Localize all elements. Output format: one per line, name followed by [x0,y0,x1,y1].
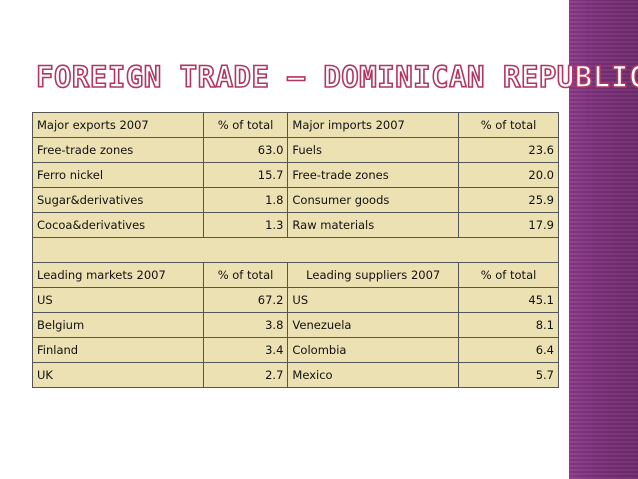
supplier-percent: 6.4 [458,337,559,363]
export-name: Cocoa&derivatives [32,212,204,238]
header-suppliers-percent: % of total [458,262,559,288]
market-name: US [32,287,204,313]
slide-title: Foreign Trade – Dominican Republic [35,59,638,95]
bullet-square [18,79,27,88]
header-leading-suppliers: Leading suppliers 2007 [287,262,460,288]
table-row: UK 2.7 Mexico 5.7 [32,362,559,388]
header-major-imports: Major imports 2007 [287,112,460,138]
import-name: Fuels [287,137,460,163]
table-header-row: Major exports 2007 % of total Major impo… [32,112,559,138]
supplier-percent: 5.7 [458,362,559,388]
header-major-exports: Major exports 2007 [32,112,204,138]
table-row: Belgium 3.8 Venezuela 8.1 [32,312,559,338]
table-row: Ferro nickel 15.7 Free-trade zones 20.0 [32,162,559,188]
side-decoration-band [569,0,638,479]
export-name: Free-trade zones [32,137,204,163]
export-percent: 15.7 [202,162,289,188]
export-percent: 1.3 [202,212,289,238]
import-name: Consumer goods [287,187,460,213]
header-exports-percent: % of total [202,112,289,138]
header-leading-markets: Leading markets 2007 [32,262,204,288]
header-markets-percent: % of total [202,262,289,288]
export-percent: 63.0 [202,137,289,163]
market-name: UK [32,362,204,388]
trade-table: Major exports 2007 % of total Major impo… [32,112,559,388]
import-name: Raw materials [287,212,460,238]
table-row: US 67.2 US 45.1 [32,287,559,313]
table-row: Cocoa&derivatives 1.3 Raw materials 17.9 [32,212,559,238]
market-name: Finland [32,337,204,363]
supplier-name: Mexico [287,362,460,388]
export-name: Sugar&derivatives [32,187,204,213]
supplier-percent: 8.1 [458,312,559,338]
import-name: Free-trade zones [287,162,460,188]
import-percent: 23.6 [458,137,559,163]
import-percent: 20.0 [458,162,559,188]
spacer-cell [32,237,559,263]
market-percent: 3.8 [202,312,289,338]
table-spacer-row [32,237,559,263]
import-percent: 17.9 [458,212,559,238]
table-row: Finland 3.4 Colombia 6.4 [32,337,559,363]
table-row: Sugar&derivatives 1.8 Consumer goods 25.… [32,187,559,213]
table-row: Free-trade zones 63.0 Fuels 23.6 [32,137,559,163]
market-percent: 67.2 [202,287,289,313]
table-header-row-2: Leading markets 2007 % of total Leading … [32,262,559,288]
header-imports-percent: % of total [458,112,559,138]
supplier-name: US [287,287,460,313]
supplier-name: Venezuela [287,312,460,338]
import-percent: 25.9 [458,187,559,213]
export-name: Ferro nickel [32,162,204,188]
market-name: Belgium [32,312,204,338]
supplier-percent: 45.1 [458,287,559,313]
market-percent: 2.7 [202,362,289,388]
market-percent: 3.4 [202,337,289,363]
export-percent: 1.8 [202,187,289,213]
supplier-name: Colombia [287,337,460,363]
